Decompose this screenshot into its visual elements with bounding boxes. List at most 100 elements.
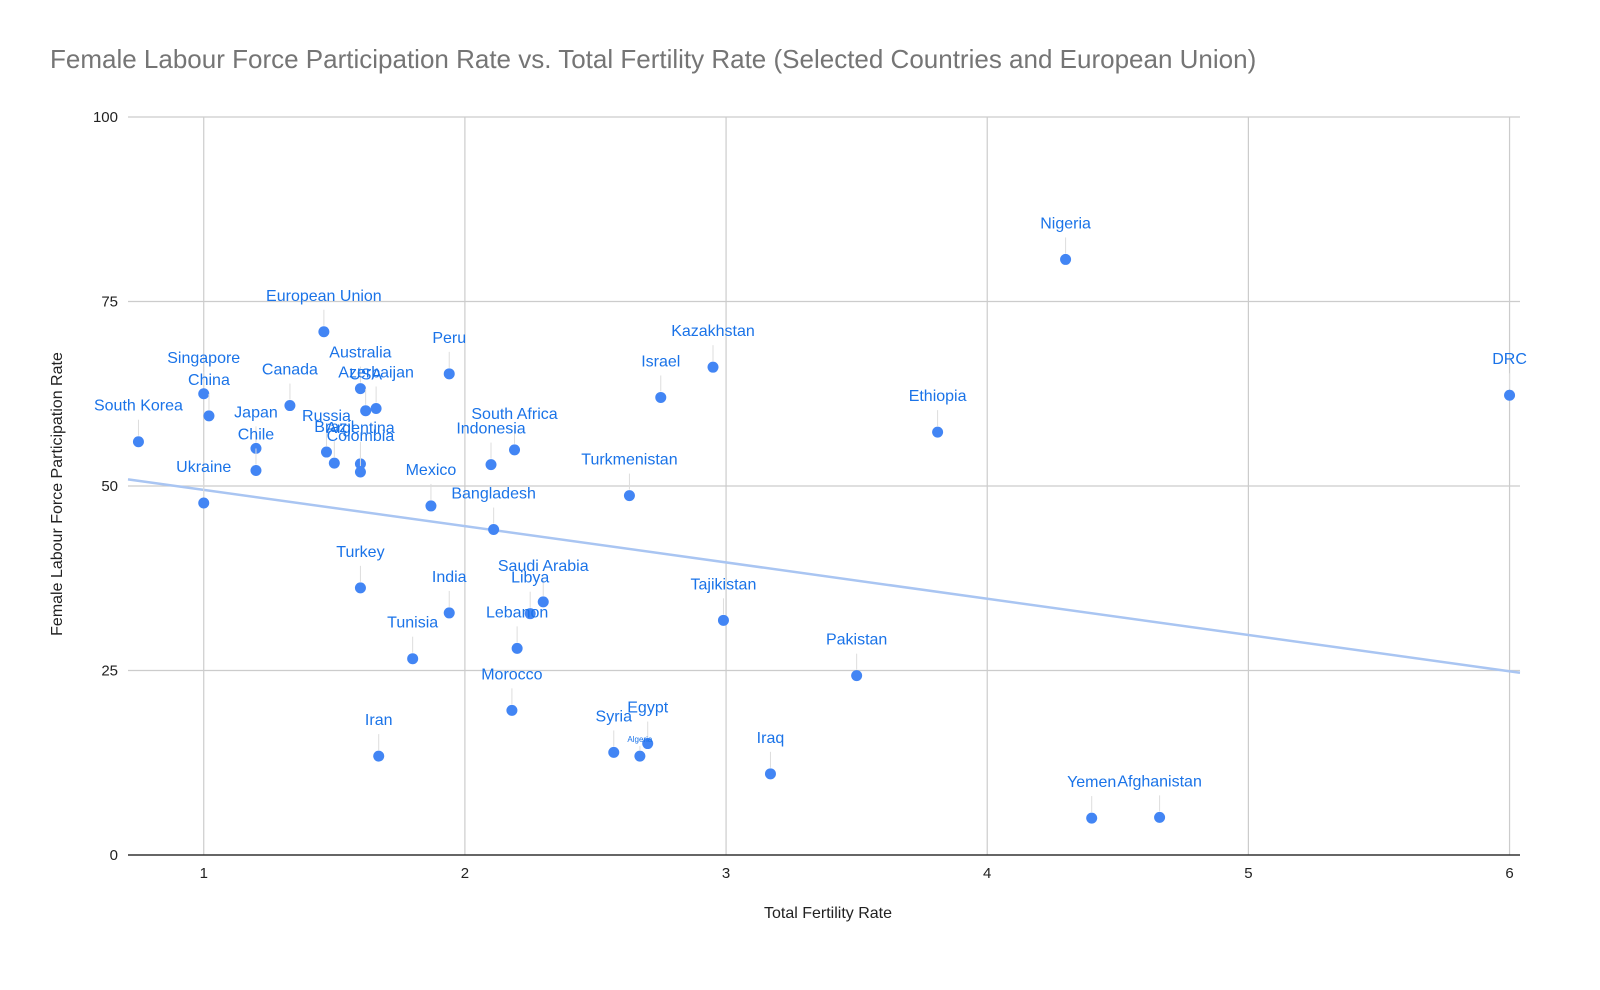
data-label: Syria bbox=[596, 708, 633, 725]
data-label: Turkey bbox=[336, 544, 384, 561]
data-points bbox=[132, 253, 1516, 824]
data-point[interactable] bbox=[608, 746, 620, 758]
data-label: Algeria bbox=[627, 735, 652, 744]
data-point[interactable] bbox=[634, 750, 646, 762]
data-point[interactable] bbox=[1154, 811, 1166, 823]
data-point[interactable] bbox=[851, 670, 863, 682]
data-label: India bbox=[432, 569, 467, 586]
data-point[interactable] bbox=[509, 444, 521, 456]
data-point[interactable] bbox=[655, 391, 667, 403]
data-point[interactable] bbox=[250, 442, 262, 454]
x-tick-label: 5 bbox=[1244, 865, 1252, 882]
data-point[interactable] bbox=[132, 436, 144, 448]
data-point[interactable] bbox=[1504, 389, 1516, 401]
data-label: Brazil bbox=[314, 419, 354, 436]
data-label: Tunisia bbox=[387, 615, 438, 632]
data-point[interactable] bbox=[524, 608, 536, 620]
data-label: USA bbox=[349, 367, 382, 384]
data-point[interactable] bbox=[764, 768, 776, 780]
data-label: Pakistan bbox=[826, 632, 887, 649]
y-axis-label: Female Labour Force Participation Rate bbox=[49, 352, 66, 636]
data-label: Ethiopia bbox=[909, 388, 967, 405]
data-label: Turkmenistan bbox=[581, 452, 677, 469]
data-point[interactable] bbox=[318, 326, 330, 338]
data-point[interactable] bbox=[623, 490, 635, 502]
data-label: China bbox=[188, 372, 230, 389]
data-label: European Union bbox=[266, 288, 382, 305]
data-point[interactable] bbox=[354, 582, 366, 594]
y-tick-label: 0 bbox=[110, 847, 118, 864]
data-label: Argentina bbox=[326, 420, 395, 437]
data-label: Singapore bbox=[167, 350, 240, 367]
data-point[interactable] bbox=[203, 410, 215, 422]
gridlines bbox=[128, 116, 1520, 855]
data-label: Indonesia bbox=[456, 421, 525, 438]
data-label: Lebanon bbox=[486, 604, 548, 621]
data-point[interactable] bbox=[284, 400, 296, 412]
data-point[interactable] bbox=[407, 653, 419, 665]
data-point[interactable] bbox=[373, 750, 385, 762]
data-label: Colombia bbox=[327, 428, 395, 445]
data-label: Azerbaijan bbox=[338, 365, 414, 382]
data-point[interactable] bbox=[488, 524, 500, 536]
x-tick-label: 1 bbox=[200, 865, 208, 882]
data-point[interactable] bbox=[1086, 812, 1098, 824]
data-label: Morocco bbox=[481, 666, 542, 683]
data-label: South Africa bbox=[471, 406, 557, 423]
data-label: Ukraine bbox=[176, 459, 231, 476]
data-label: Saudi Arabia bbox=[498, 558, 589, 575]
trendline-group bbox=[127, 478, 1521, 674]
x-tick-label: 3 bbox=[722, 865, 730, 882]
y-tick-label: 100 bbox=[93, 109, 118, 126]
data-point[interactable] bbox=[354, 466, 366, 478]
data-point[interactable] bbox=[443, 368, 455, 380]
data-label: Peru bbox=[432, 330, 466, 347]
data-labels: Nigeria European Union Kazakhstan Peru Austr… bbox=[94, 215, 1527, 813]
data-point[interactable] bbox=[506, 704, 518, 716]
data-point[interactable] bbox=[717, 614, 729, 626]
data-label: Chile bbox=[238, 427, 275, 444]
data-point[interactable] bbox=[443, 607, 455, 619]
data-label: Mexico bbox=[406, 462, 457, 479]
data-point[interactable] bbox=[511, 642, 523, 654]
data-label: Canada bbox=[262, 362, 318, 379]
data-point[interactable] bbox=[707, 361, 719, 373]
data-point[interactable] bbox=[370, 403, 382, 415]
y-tick-label: 25 bbox=[101, 663, 118, 680]
data-point[interactable] bbox=[198, 388, 210, 400]
y-tick-label: 50 bbox=[101, 478, 118, 495]
chart-title: Female Labour Force Participation Rate v… bbox=[50, 44, 1257, 74]
x-tick-label: 2 bbox=[461, 865, 469, 882]
data-point[interactable] bbox=[642, 738, 654, 750]
data-label: DRC bbox=[1492, 351, 1527, 368]
data-point[interactable] bbox=[328, 457, 340, 469]
data-label: Afghanistan bbox=[1117, 773, 1202, 790]
data-point[interactable] bbox=[425, 500, 437, 512]
data-point[interactable] bbox=[485, 459, 497, 471]
trendline bbox=[127, 478, 1521, 674]
data-point[interactable] bbox=[1060, 253, 1072, 265]
data-label: Australia bbox=[329, 345, 391, 362]
data-label: Libya bbox=[511, 570, 549, 587]
data-point[interactable] bbox=[320, 446, 332, 458]
x-tick-label: 4 bbox=[983, 865, 991, 882]
data-point[interactable] bbox=[198, 497, 210, 509]
data-label: Israel bbox=[641, 353, 680, 370]
data-point[interactable] bbox=[932, 426, 944, 438]
data-label: Tajikistan bbox=[691, 576, 757, 593]
data-label: Japan bbox=[234, 404, 278, 421]
data-point[interactable] bbox=[537, 596, 549, 608]
x-tick-label: 6 bbox=[1505, 865, 1513, 882]
data-label: Bangladesh bbox=[451, 486, 536, 503]
data-label: Nigeria bbox=[1040, 215, 1091, 232]
data-label: Yemen bbox=[1067, 774, 1116, 791]
data-label: South Korea bbox=[94, 398, 183, 415]
x-axis-label: Total Fertility Rate bbox=[764, 905, 892, 922]
data-point[interactable] bbox=[250, 465, 262, 477]
data-point[interactable] bbox=[360, 405, 372, 417]
axes: 0 25 50 75 100 1 2 3 4 5 6 bbox=[93, 109, 1520, 882]
data-label: Iraq bbox=[757, 730, 785, 747]
data-point[interactable] bbox=[354, 383, 366, 395]
data-label: Iran bbox=[365, 712, 393, 729]
